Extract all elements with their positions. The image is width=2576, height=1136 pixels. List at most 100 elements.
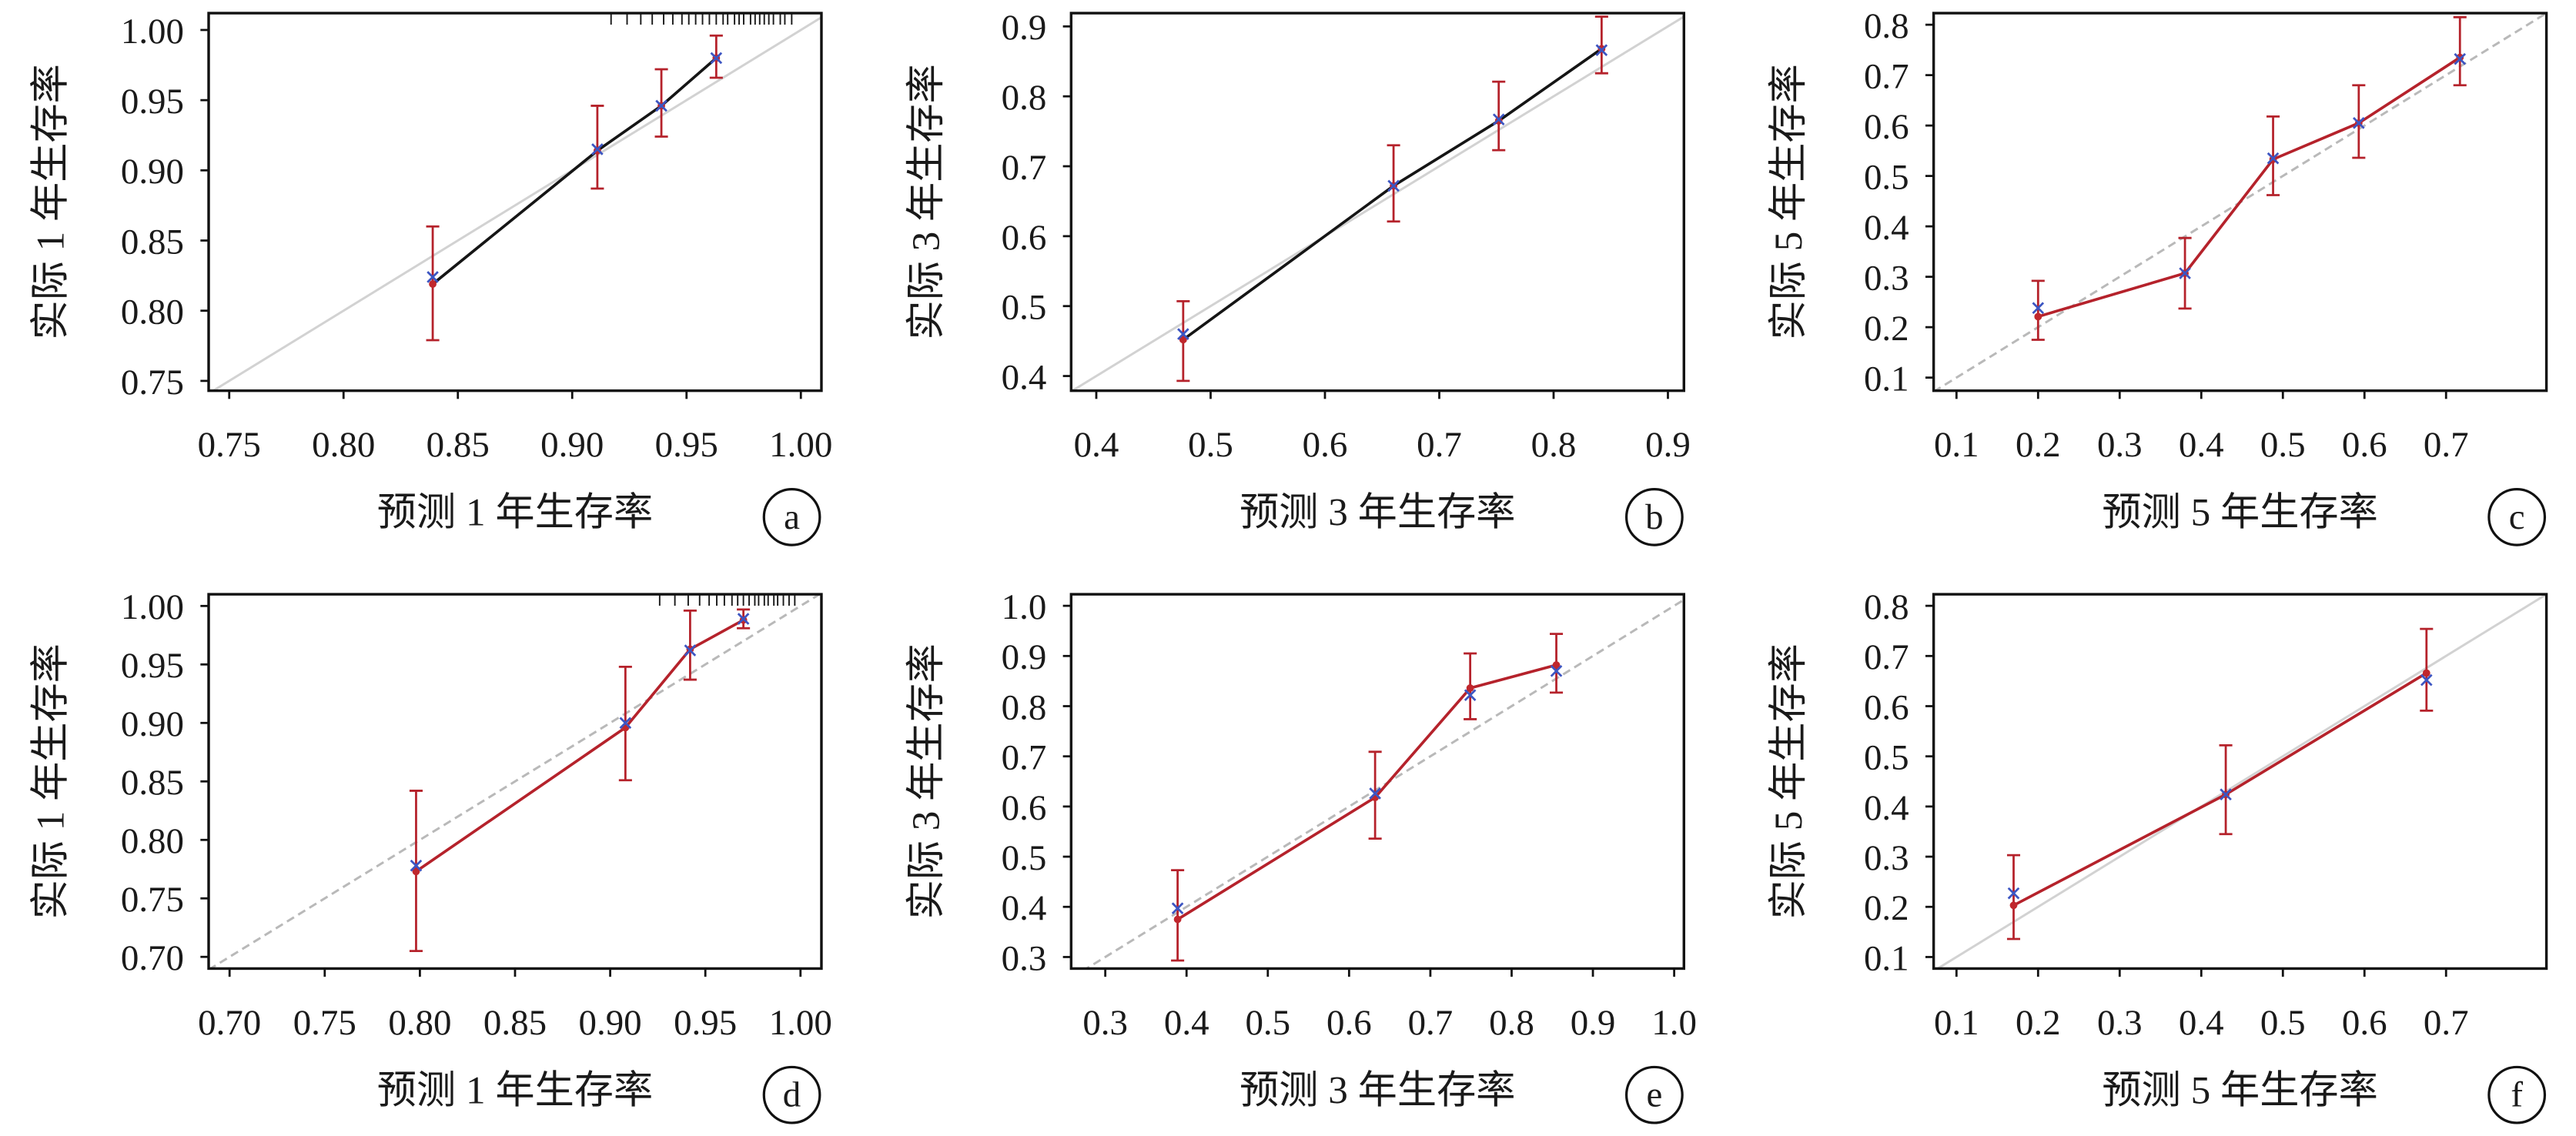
x-tick-label: 0.7 bbox=[1408, 1003, 1454, 1043]
y-tick-label: 1.00 bbox=[121, 587, 184, 627]
bias-corrected-marker bbox=[427, 271, 439, 283]
error-bar bbox=[1594, 15, 1608, 75]
x-axis-title: 预测 1 年生存率 bbox=[377, 491, 653, 535]
y-tick-label: 0.2 bbox=[1864, 309, 1909, 349]
x-tick-label: 0.6 bbox=[1326, 1003, 1372, 1043]
bias-corrected-marker-stroke bbox=[2353, 117, 2365, 129]
y-tick-label: 0.4 bbox=[1002, 888, 1047, 928]
bias-corrected-marker-stroke bbox=[1387, 179, 1400, 192]
panel-label: f bbox=[2511, 1075, 2523, 1115]
y-tick-label: 0.8 bbox=[1002, 687, 1047, 727]
bias-corrected-marker bbox=[1595, 44, 1608, 57]
y-tick-label: 0.3 bbox=[1864, 259, 1909, 299]
panel-label-circle bbox=[762, 488, 821, 546]
ideal-reference-line bbox=[209, 594, 821, 969]
y-tick-label: 0.95 bbox=[121, 82, 184, 122]
y-tick-label: 0.8 bbox=[1864, 6, 1909, 46]
error-bar bbox=[1492, 80, 1506, 152]
y-tick-label: 0.80 bbox=[121, 821, 184, 861]
y-tick-label: 0.95 bbox=[121, 646, 184, 686]
plot-frame bbox=[1069, 593, 1685, 971]
panel-label-circle bbox=[2487, 1065, 2547, 1124]
x-tick-label: 0.7 bbox=[2424, 1003, 2469, 1043]
x-tick-label: 0.1 bbox=[1934, 1003, 1979, 1043]
bias-corrected-marker-stroke bbox=[737, 613, 750, 625]
y-tick-label: 0.5 bbox=[1864, 738, 1909, 778]
y-tick-label: 0.6 bbox=[1864, 687, 1909, 727]
y-tick-label: 0.3 bbox=[1864, 838, 1909, 878]
panel-b: 0.4 0.5 0.6 0.7 0.8 0.9 0.4 0.5 0.6 0.7 0.8 0.9 预测 3… bbox=[905, 8, 1691, 546]
x-tick-label: 0.80 bbox=[388, 1003, 451, 1043]
y-axis-title: 实际 3 年生存率 bbox=[905, 643, 948, 919]
x-tick-label: 0.95 bbox=[655, 425, 718, 465]
x-tick-label: 0.4 bbox=[2179, 1003, 2224, 1043]
x-tick-label: 0.9 bbox=[1571, 1003, 1616, 1043]
panel-label-circle bbox=[762, 1065, 821, 1124]
y-tick-label: 0.1 bbox=[1864, 938, 1909, 978]
x-tick-label: 0.85 bbox=[483, 1003, 547, 1043]
observed-point bbox=[429, 280, 437, 288]
panel-d: 0.70 0.75 0.80 0.85 0.90 0.95 1.00 0.70 0.75 0.80… bbox=[28, 587, 832, 1124]
bias-corrected-marker-stroke bbox=[2420, 673, 2433, 687]
observed-point bbox=[2009, 901, 2018, 910]
bias-corrected-marker bbox=[655, 99, 667, 112]
bias-corrected-marker bbox=[1369, 787, 1381, 800]
plot-frame bbox=[1932, 593, 2548, 971]
bias-corrected-marker-stroke bbox=[1177, 328, 1189, 340]
panel-label: b bbox=[1645, 497, 1663, 537]
bias-corrected-marker bbox=[2267, 152, 2280, 165]
panel-c: 0.1 0.2 0.3 0.4 0.5 0.6 0.7 0.8 0.1 0.2 0.3 0.4 0.5 0… bbox=[1767, 6, 2548, 546]
error-bar bbox=[2006, 854, 2021, 941]
bias-corrected-marker bbox=[410, 859, 423, 872]
bias-corrected-marker-stroke bbox=[655, 99, 667, 112]
panel-label: d bbox=[783, 1075, 801, 1115]
x-tick-label: 0.70 bbox=[198, 1003, 261, 1043]
y-tick-label: 0.7 bbox=[1002, 738, 1047, 778]
error-bar bbox=[2031, 279, 2045, 341]
y-tick-label: 0.3 bbox=[1002, 938, 1047, 978]
y-tick-label: 0.75 bbox=[121, 880, 184, 920]
panel-label: c bbox=[2509, 497, 2525, 537]
y-tick-label: 0.1 bbox=[1864, 359, 1909, 399]
observed-point bbox=[412, 867, 420, 876]
y-axis-title: 实际 3 年生存率 bbox=[905, 64, 948, 339]
y-tick-label: 0.5 bbox=[1002, 838, 1047, 878]
panel-label-circle bbox=[1624, 488, 1684, 546]
bias-corrected-marker bbox=[1177, 328, 1189, 340]
bias-corrected-marker-stroke bbox=[710, 52, 723, 65]
plot-area bbox=[1084, 598, 1684, 969]
x-tick-label: 0.7 bbox=[2424, 425, 2469, 465]
observed-point bbox=[2456, 53, 2464, 62]
y-tick-label: 0.2 bbox=[1864, 888, 1909, 928]
y-tick-label: 0.70 bbox=[121, 938, 184, 978]
x-tick-label: 1.00 bbox=[769, 1003, 832, 1043]
y-tick-label: 0.4 bbox=[1002, 357, 1047, 397]
bias-corrected-marker-stroke bbox=[2179, 267, 2191, 279]
error-bar bbox=[2453, 15, 2467, 87]
y-tick-label: 0.7 bbox=[1864, 637, 1909, 677]
bias-corrected-marker bbox=[2179, 267, 2191, 279]
bias-corrected-marker-stroke bbox=[591, 143, 604, 155]
x-tick-label: 1.00 bbox=[769, 425, 832, 465]
bias-corrected-marker-stroke bbox=[427, 271, 439, 283]
calibration-line bbox=[431, 57, 718, 286]
y-tick-label: 1.0 bbox=[1002, 587, 1047, 627]
panel-label-circle bbox=[1624, 1065, 1684, 1124]
x-tick-label: 0.8 bbox=[1489, 1003, 1534, 1043]
x-axis-title: 预测 1 年生存率 bbox=[377, 1068, 653, 1112]
observed-point bbox=[1552, 661, 1561, 669]
error-bar bbox=[683, 610, 697, 681]
x-tick-label: 0.90 bbox=[579, 1003, 642, 1043]
x-tick-label: 0.75 bbox=[198, 425, 261, 465]
observed-point bbox=[1173, 915, 1182, 924]
x-tick-label: 0.5 bbox=[1245, 1003, 1290, 1043]
x-tick-label: 0.3 bbox=[2097, 425, 2143, 465]
calibration-line bbox=[1176, 663, 1557, 921]
y-tick-label: 0.80 bbox=[121, 292, 184, 332]
plot-frame bbox=[207, 12, 823, 393]
y-tick-label: 0.8 bbox=[1864, 587, 1909, 627]
x-tick-label: 0.6 bbox=[1303, 425, 1348, 465]
x-tick-label: 0.6 bbox=[2342, 425, 2387, 465]
y-tick-label: 0.90 bbox=[121, 152, 184, 192]
y-tick-label: 0.4 bbox=[1864, 788, 1909, 828]
